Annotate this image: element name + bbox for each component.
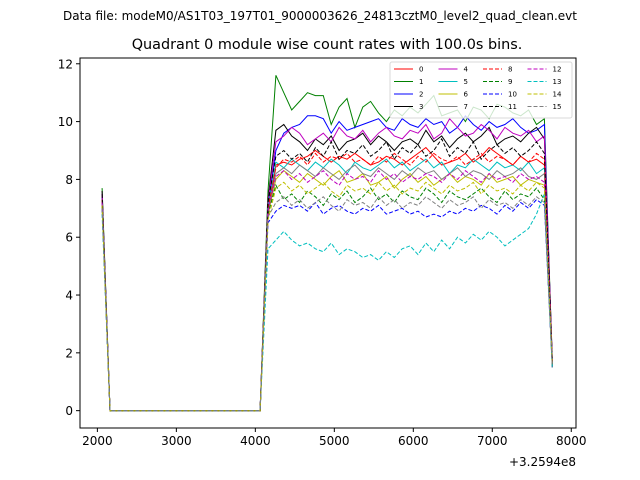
legend-label-13: 13 — [553, 78, 562, 86]
y-tick-label: 4 — [65, 289, 73, 303]
legend-label-10: 10 — [508, 91, 517, 99]
y-tick-label: 8 — [65, 173, 73, 187]
chart-title: Quadrant 0 module wise count rates with … — [132, 37, 523, 53]
series-line-9 — [101, 183, 553, 412]
series-line-12 — [101, 169, 553, 412]
legend-label-9: 9 — [508, 78, 512, 86]
chart-suptitle: Data file: modeM0/AS1T03_197T01_90000036… — [63, 9, 577, 23]
legend-label-3: 3 — [419, 103, 423, 111]
legend-label-7: 7 — [464, 103, 468, 111]
series-line-10 — [101, 198, 553, 412]
y-tick-label: 12 — [58, 57, 73, 71]
series-line-15 — [101, 195, 553, 412]
series-line-13 — [101, 193, 553, 412]
legend-label-8: 8 — [508, 66, 512, 74]
x-tick-label: 2000 — [82, 434, 113, 448]
x-axis-offset-label: +3.2594e8 — [509, 455, 576, 469]
x-tick-label: 3000 — [161, 434, 192, 448]
y-tick-label: 10 — [58, 115, 73, 129]
plot-frame — [79, 57, 577, 429]
legend-label-12: 12 — [553, 66, 562, 74]
series-line-4 — [101, 117, 553, 412]
legend-label-2: 2 — [419, 91, 423, 99]
x-tick-label: 5000 — [319, 434, 350, 448]
legend-box — [389, 61, 573, 119]
y-tick-label: 0 — [65, 404, 73, 418]
x-axis: 2000 3000 4000 5000 6000 7000 8000 — [82, 428, 587, 448]
y-axis: 0 2 4 6 8 10 12 — [58, 57, 80, 418]
series-layer — [101, 75, 553, 412]
legend-label-5: 5 — [464, 78, 468, 86]
series-line-14 — [101, 181, 553, 412]
legend-label-14: 14 — [553, 91, 562, 99]
x-tick-label: 8000 — [556, 434, 587, 448]
series-line-7 — [101, 164, 553, 412]
legend-label-4: 4 — [464, 66, 469, 74]
legend-label-15: 15 — [553, 103, 562, 111]
y-tick-label: 2 — [65, 346, 73, 360]
legend-label-11: 11 — [508, 103, 517, 111]
x-tick-label: 4000 — [240, 434, 271, 448]
series-line-8 — [101, 152, 553, 412]
legend-label-1: 1 — [419, 78, 423, 86]
x-tick-label: 7000 — [477, 434, 508, 448]
x-tick-label: 6000 — [398, 434, 429, 448]
series-line-5 — [101, 158, 553, 412]
legend-label-0: 0 — [419, 66, 423, 74]
series-line-2 — [101, 114, 553, 412]
legend-label-6: 6 — [464, 91, 469, 99]
y-tick-label: 6 — [65, 231, 73, 245]
